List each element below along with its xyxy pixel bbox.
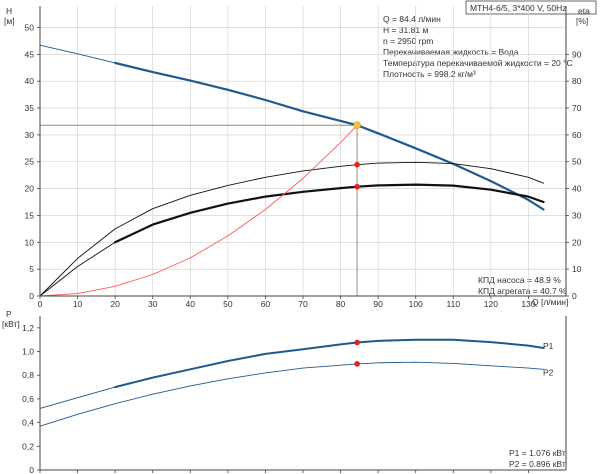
info-liquid: Перекачиваемая жидкость = Вода: [383, 47, 519, 57]
right-y-tick-label: 60: [572, 130, 582, 140]
p2-power-curve-thin: [39, 361, 544, 427]
left-y-tick-label: 30: [25, 130, 35, 140]
info-head: H = 31.81 м: [383, 25, 428, 35]
p1-duty-marker: [354, 339, 360, 346]
p2-note: P2 = 0.896 кВт: [509, 459, 566, 469]
x-tick-label: 110: [447, 299, 461, 309]
right-y-tick-label: 80: [572, 76, 582, 86]
right-y-tick-label: 30: [572, 210, 582, 220]
left-axis-unit: [м]: [4, 16, 15, 26]
p1-power-curve-bold: [114, 338, 545, 389]
left-y-tick-label: 45: [25, 49, 35, 59]
head-curve-thin-extension: [39, 44, 116, 64]
info-block: Q = 84.4 л/мин H = 31.81 м n = 2950 rpm …: [383, 14, 573, 79]
power-axis-label: P: [6, 309, 12, 319]
left-y-tick-label: 15: [25, 210, 35, 220]
eta_pump-curve-thin: [39, 161, 544, 297]
operating-point-marker: [353, 121, 361, 129]
pump-curves-ticks: 0 10 20 30 40 50 60 70 80 90 100 110 120 130051015202…: [25, 22, 582, 309]
pump-efficiency-note: КПД насоса = 48.9 %: [478, 275, 561, 285]
left-axis-label: H: [6, 6, 12, 16]
p1-power-curve-thin-extension: [39, 386, 116, 409]
x-tick-label: 10: [73, 299, 83, 309]
power-axis-unit: [кВт]: [2, 319, 20, 329]
info-temperature: Температура перекачиваемой жидкости = 20…: [383, 58, 573, 68]
info-flow: Q = 84.4 л/мин: [383, 14, 441, 24]
power-y-tick-label: 1,0: [22, 347, 34, 357]
p1-series-label: P1: [543, 341, 554, 351]
p1-note: P1 = 1.076 кВт: [509, 448, 566, 458]
left-y-tick-label: 40: [25, 76, 35, 86]
x-tick-label: 40: [186, 299, 196, 309]
left-y-tick-label: 0: [29, 291, 34, 301]
power-y-tick-label: 0,2: [22, 441, 34, 451]
p2-duty-marker: [354, 361, 360, 367]
eta_unit-duty-marker: [354, 183, 360, 190]
pump-curves-markers: [353, 121, 361, 190]
x-tick-label: 0: [38, 299, 43, 309]
pump-curves-series: [39, 44, 545, 297]
right-y-tick-label: 20: [572, 237, 582, 247]
info-speed: n = 2950 rpm: [383, 36, 433, 46]
eta_unit-curve-bold: [113, 183, 545, 244]
model-label: MTH4-6/5, 3*400 V, 50Hz: [470, 3, 567, 13]
right-y-tick-label: 90: [572, 49, 582, 59]
left-y-tick-label: 5: [29, 264, 34, 274]
info-density: Плотность = 998.2 кг/м³: [383, 69, 476, 79]
x-tick-label: 120: [484, 299, 498, 309]
power-y-tick-label: 0,8: [22, 370, 34, 380]
power-y-tick-label: 1,2: [22, 323, 34, 333]
x-tick-label: 130: [521, 299, 535, 309]
right-y-tick-label: 40: [572, 184, 582, 194]
left-y-tick-label: 20: [25, 184, 35, 194]
model-box: [465, 0, 597, 15]
power-curves-markers: [354, 339, 360, 367]
left-y-tick-label: 10: [25, 237, 35, 247]
x-tick-label: 20: [110, 299, 120, 309]
x-tick-label: 60: [261, 299, 271, 309]
system-curve-thin: [39, 124, 358, 297]
unit-efficiency-note: КПД агрегата = 40.7 %: [478, 286, 567, 296]
power-curves-series: [39, 338, 545, 427]
head-curve-bold: [113, 61, 545, 211]
x-tick-label: 30: [148, 299, 158, 309]
right-y-tick-label: 10: [572, 264, 582, 274]
right-y-tick-label: 50: [572, 157, 582, 167]
right-axis-label: eta: [578, 6, 590, 16]
pump-curves-grid: [40, 6, 566, 296]
x-tick-label: 90: [373, 299, 383, 309]
p2-series-label: P2: [543, 367, 554, 377]
right-y-tick-label: 0: [572, 291, 577, 301]
left-y-tick-label: 35: [25, 103, 35, 113]
power-y-tick-label: 0,4: [22, 418, 34, 428]
right-y-tick-label: 70: [572, 103, 582, 113]
x-tick-label: 50: [223, 299, 233, 309]
left-y-tick-label: 25: [25, 157, 35, 167]
x-axis-label: Q [л/мин]: [532, 297, 568, 307]
x-tick-label: 80: [336, 299, 346, 309]
right-axis-unit: [%]: [576, 16, 588, 26]
power-curves-labels: P1 P2: [543, 341, 554, 377]
eta_pump-duty-marker: [354, 161, 360, 168]
x-tick-label: 70: [298, 299, 308, 309]
left-y-tick-label: 50: [25, 22, 35, 32]
power-curves-ticks: 0 0,2 0,4 0,6 0,8 1,0 1,2: [22, 323, 529, 474]
x-tick-label: 100: [409, 299, 423, 309]
power-y-tick-label: 0,6: [22, 394, 34, 404]
eta_unit-curve-thin-extension: [39, 241, 116, 297]
power-y-tick-label: 0: [29, 465, 34, 474]
